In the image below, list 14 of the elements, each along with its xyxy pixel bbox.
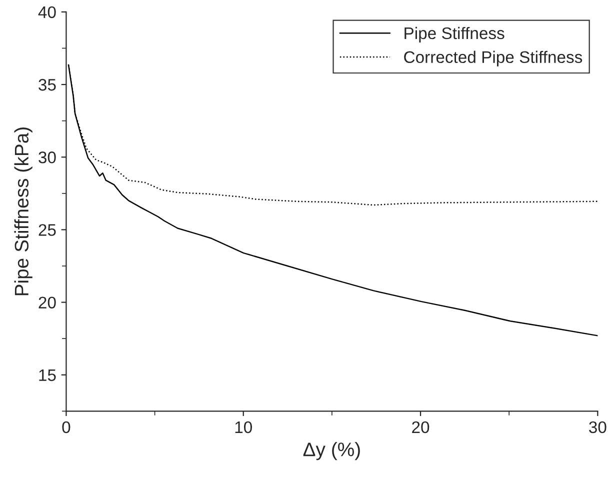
y-axis-title: Pipe Stiffness (kPa) [14, 128, 32, 296]
x-tick-label: 10 [235, 421, 252, 434]
x-tick-label: 30 [589, 421, 606, 434]
x-tick-label: 20 [412, 421, 430, 434]
x-axis-title: Δy (%) [303, 442, 360, 460]
legend-label: Pipe Stiffness [404, 26, 504, 42]
y-tick-label: 25 [38, 224, 56, 236]
legend-label: Corrected Pipe Stiffness [404, 50, 582, 66]
y-tick-label: 30 [38, 152, 56, 164]
y-tick-label: 35 [38, 78, 56, 91]
y-tick-label: 40 [38, 6, 56, 18]
x-tick-label: 0 [62, 421, 70, 434]
y-tick-label: 15 [39, 369, 56, 382]
y-tick-label: 20 [38, 296, 56, 308]
